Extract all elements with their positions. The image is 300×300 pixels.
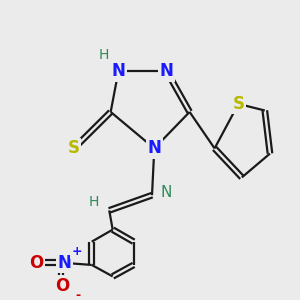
Text: S: S [68,140,80,158]
Text: N: N [112,62,125,80]
Text: N: N [160,62,174,80]
Text: O: O [55,277,70,295]
Text: N: N [147,140,161,158]
Text: N: N [58,254,71,272]
Text: N: N [161,185,172,200]
Text: -: - [75,289,80,300]
Text: S: S [232,95,244,113]
Text: H: H [99,48,109,62]
Text: H: H [88,195,99,209]
Text: O: O [29,254,44,272]
Text: +: + [71,245,82,258]
